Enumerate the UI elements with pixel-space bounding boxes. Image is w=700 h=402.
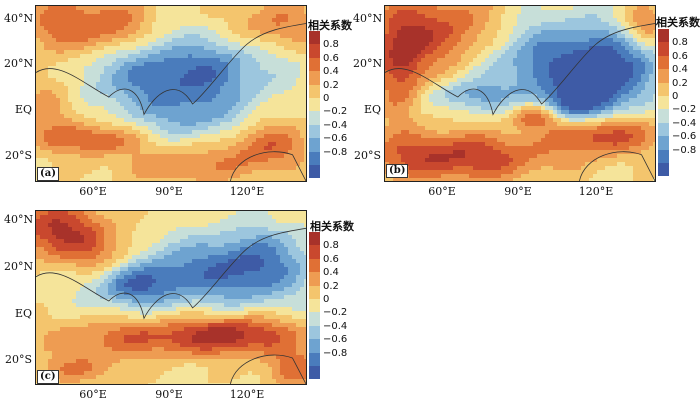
colorbar-swatch	[658, 122, 669, 137]
colorbar-swatch	[658, 55, 669, 70]
colorbar-tick: 0	[323, 93, 330, 104]
correlation-map-a	[35, 5, 307, 182]
colorbar-swatch	[309, 124, 320, 139]
colorbar-tick: −0.4	[323, 119, 348, 131]
lat-label: 20°S	[4, 353, 32, 366]
colorbar-swatch	[309, 299, 320, 313]
colorbar-swatch	[658, 96, 669, 110]
correlation-map-c	[35, 210, 307, 385]
lon-label: 120°E	[578, 185, 614, 198]
colorbar-swatch	[309, 366, 320, 380]
colorbar-tick: −0.6	[672, 131, 697, 143]
colorbar-swatch	[658, 29, 669, 43]
contour-field	[36, 6, 306, 181]
colorbar-tick: 0.6	[672, 50, 688, 62]
colorbar-tick: −0.2	[672, 104, 697, 116]
colorbar-swatch	[658, 82, 669, 96]
colorbar-swatch	[658, 163, 669, 177]
colorbar-swatch	[309, 44, 320, 58]
colorbar-swatch	[658, 69, 669, 83]
lat-label: 20°N	[4, 260, 34, 273]
colorbar-swatch	[309, 312, 320, 326]
coastline	[385, 23, 655, 116]
colorbar-swatch	[309, 31, 320, 45]
panel-tag-c: (c)	[37, 370, 59, 384]
colorbar-tick: −0.8	[672, 144, 697, 156]
colorbar-swatch	[658, 149, 669, 163]
colorbar-tick: −0.6	[323, 133, 348, 145]
colorbar-tick: 0.8	[323, 39, 339, 51]
lat-label: 20°S	[4, 149, 32, 162]
colorbar-tick: −0.8	[323, 146, 348, 158]
colorbar-tick: −0.4	[323, 320, 348, 332]
lat-label: 40°N	[4, 12, 34, 25]
coastline	[230, 354, 306, 384]
colorbar-swatch	[309, 71, 320, 85]
colorbar-tick: 0	[672, 91, 679, 102]
lon-label: 90°E	[504, 185, 532, 198]
colorbar-swatch	[309, 339, 320, 353]
colorbar-swatch	[658, 136, 669, 150]
colorbar-tick: 0.2	[323, 280, 339, 292]
lon-label: 120°E	[229, 388, 265, 401]
colorbar-tick: −0.2	[323, 307, 348, 319]
colorbar-tick: 0.2	[672, 77, 688, 89]
colorbar-swatch	[309, 245, 320, 259]
colorbar-tick: −0.4	[672, 117, 697, 129]
lat-label: 20°S	[353, 149, 381, 162]
colorbar-swatch	[309, 111, 320, 125]
lat-label: 40°N	[353, 12, 383, 25]
colorbar-swatch	[309, 285, 320, 299]
colorbar-swatch	[309, 232, 320, 246]
lat-label: EQ	[14, 307, 32, 320]
coastline	[36, 227, 306, 320]
colorbar-swatch	[309, 84, 320, 98]
colorbar-tick: 0.6	[323, 253, 339, 265]
coastline	[230, 151, 306, 181]
colorbar-swatch	[309, 151, 320, 165]
colorbar-tick: 0.4	[323, 66, 339, 78]
colorbar-swatch	[309, 258, 320, 273]
colorbar-tick: 0.8	[323, 240, 339, 252]
colorbar-swatch	[309, 352, 320, 366]
colorbar-title: 相关系数	[656, 16, 700, 29]
panel-tag-a: (a)	[37, 167, 59, 181]
lat-label: 40°N	[4, 213, 34, 226]
lat-label: EQ	[14, 103, 32, 116]
colorbar-swatch	[309, 138, 320, 152]
lon-label: 90°E	[155, 388, 183, 401]
coastline	[36, 23, 306, 116]
colorbar-swatch	[658, 109, 669, 123]
lon-label: 60°E	[428, 185, 456, 198]
lat-label: 20°N	[4, 57, 34, 70]
colorbar-tick: 0	[323, 294, 330, 305]
colorbar-tick: −0.2	[323, 106, 348, 118]
colorbar-tick: 0.2	[323, 79, 339, 91]
colorbar-swatch	[309, 272, 320, 286]
colorbar-tick: 0.4	[323, 267, 339, 279]
colorbar-swatch	[658, 42, 669, 56]
lat-label: EQ	[363, 103, 381, 116]
colorbar-swatch	[309, 98, 320, 112]
panel-tag-b: (b)	[386, 164, 409, 178]
colorbar-tick: 0.6	[323, 52, 339, 64]
lat-label: 20°N	[353, 57, 383, 70]
lon-label: 60°E	[79, 388, 107, 401]
contour-field	[36, 211, 306, 384]
lon-label: 120°E	[229, 185, 265, 198]
colorbar-tick: 0.4	[672, 64, 688, 76]
coastline	[579, 151, 655, 181]
colorbar-tick: 0.8	[672, 37, 688, 49]
colorbar-tick: −0.6	[323, 334, 348, 346]
colorbar-title: 相关系数	[308, 19, 352, 32]
contour-field	[385, 6, 655, 181]
correlation-map-b	[384, 5, 656, 182]
colorbar-swatch	[309, 57, 320, 72]
lon-label: 60°E	[79, 185, 107, 198]
colorbar-swatch	[309, 165, 320, 179]
colorbar-tick: −0.8	[323, 347, 348, 359]
colorbar-title: 相关系数	[310, 220, 354, 233]
lon-label: 90°E	[155, 185, 183, 198]
colorbar-swatch	[309, 325, 320, 340]
